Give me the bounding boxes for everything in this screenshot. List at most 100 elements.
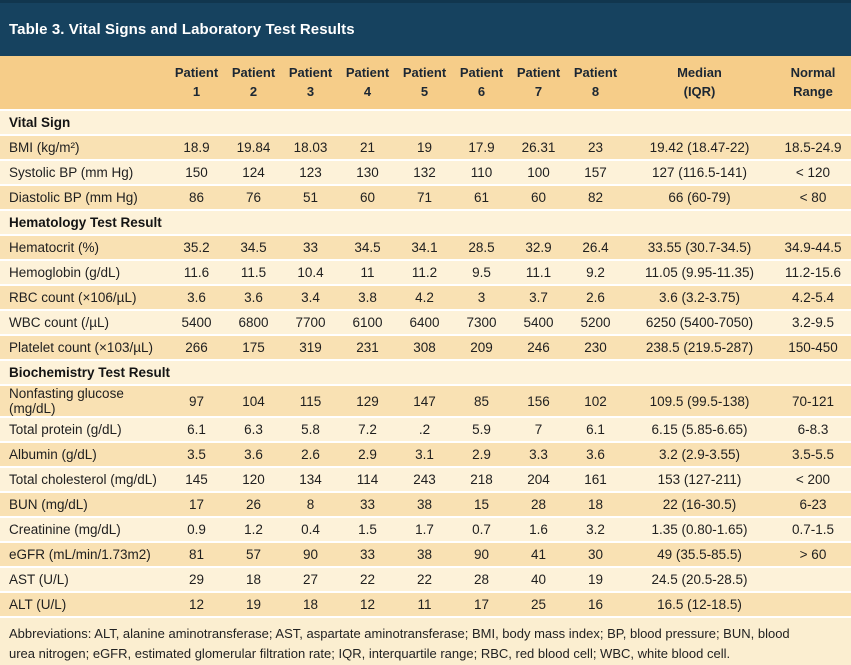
patient-6-value: 61	[453, 185, 510, 211]
patient-2-value: 11.5	[225, 260, 282, 286]
col-header-patient-5-line1: Patient	[402, 64, 447, 80]
patient-2-value: 19	[225, 592, 282, 618]
patient-8-value: 16	[567, 592, 624, 618]
patient-1-value: 3.6	[168, 285, 225, 311]
patient-5-value: .2	[396, 417, 453, 443]
normal-range-value: 6-23	[775, 492, 851, 518]
patient-8-value: 161	[567, 467, 624, 493]
section-header-row: Hematology Test Result	[0, 210, 851, 236]
patient-1-value: 6.1	[168, 417, 225, 443]
patient-3-value: 5.8	[282, 417, 339, 443]
patient-3-value: 8	[282, 492, 339, 518]
patient-2-value: 18	[225, 567, 282, 593]
median-iqr-value: 3.6 (3.2-3.75)	[624, 285, 775, 311]
patient-7-value: 25	[510, 592, 567, 618]
patient-2-value: 76	[225, 185, 282, 211]
patient-6-value: 15	[453, 492, 510, 518]
col-header-patient-2-line1: Patient	[231, 64, 276, 80]
patient-7-value: 28	[510, 492, 567, 518]
col-header-patient-2-line2: 2	[249, 83, 258, 99]
patient-1-value: 266	[168, 335, 225, 361]
patient-8-value: 18	[567, 492, 624, 518]
patient-7-value: 7	[510, 417, 567, 443]
patient-4-value: 34.5	[339, 235, 396, 261]
column-header-row: Patient 1 Patient 2 Patient 3 Patient 4 Patient 5…	[0, 56, 851, 111]
row-label: Hematocrit (%)	[0, 235, 168, 261]
patient-5-value: 71	[396, 185, 453, 211]
median-iqr-value: 24.5 (20.5-28.5)	[624, 567, 775, 593]
section-header-label: Biochemistry Test Result	[0, 360, 851, 386]
patient-6-value: 218	[453, 467, 510, 493]
median-iqr-value: 1.35 (0.80-1.65)	[624, 517, 775, 543]
patient-6-value: 9.5	[453, 260, 510, 286]
table-row: ALT (U/L) 12 19 18 12 11 17 25 16 16.5 (12-18.5)	[0, 592, 851, 618]
median-iqr-value: 16.5 (12-18.5)	[624, 592, 775, 618]
col-header-patient-2: Patient 2	[225, 56, 282, 111]
patient-2-value: 3.6	[225, 285, 282, 311]
row-label: Hemoglobin (g/dL)	[0, 260, 168, 286]
row-label: Systolic BP (mm Hg)	[0, 160, 168, 186]
table-row: Hemoglobin (g/dL) 11.6 11.5 10.4 11 11.2 9.5 11…	[0, 260, 851, 286]
footnote-line-2: urea nitrogen; eGFR, estimated glomerula…	[9, 646, 731, 661]
normal-range-value: 70-121	[775, 385, 851, 418]
patient-4-value: 3.8	[339, 285, 396, 311]
patient-5-value: 1.7	[396, 517, 453, 543]
patient-3-value: 319	[282, 335, 339, 361]
section-header-label: Hematology Test Result	[0, 210, 851, 236]
patient-7-value: 204	[510, 467, 567, 493]
patient-6-value: 85	[453, 385, 510, 418]
patient-2-value: 6800	[225, 310, 282, 336]
col-header-patient-4: Patient 4	[339, 56, 396, 111]
col-header-patient-6: Patient 6	[453, 56, 510, 111]
patient-7-value: 3.7	[510, 285, 567, 311]
patient-8-value: 3.2	[567, 517, 624, 543]
row-label: eGFR (mL/min/1.73m2)	[0, 542, 168, 568]
patient-4-value: 22	[339, 567, 396, 593]
table-row: Platelet count (×103/µL) 266 175 319 231 308 2…	[0, 335, 851, 361]
patient-5-value: 22	[396, 567, 453, 593]
patient-1-value: 29	[168, 567, 225, 593]
col-header-patient-3: Patient 3	[282, 56, 339, 111]
normal-range-value: 18.5-24.9	[775, 135, 851, 161]
patient-5-value: 132	[396, 160, 453, 186]
patient-6-value: 17.9	[453, 135, 510, 161]
patient-5-value: 3.1	[396, 442, 453, 468]
patient-3-value: 7700	[282, 310, 339, 336]
patient-7-value: 26.31	[510, 135, 567, 161]
patient-3-value: 134	[282, 467, 339, 493]
patient-8-value: 5200	[567, 310, 624, 336]
patient-4-value: 12	[339, 592, 396, 618]
median-iqr-value: 6.15 (5.85-6.65)	[624, 417, 775, 443]
patient-8-value: 102	[567, 385, 624, 418]
patient-3-value: 27	[282, 567, 339, 593]
table-row: WBC count (/µL) 5400 6800 7700 6100 6400 7300 5…	[0, 310, 851, 336]
section-header-row: Vital Sign	[0, 110, 851, 136]
table-row: Total cholesterol (mg/dL) 145 120 134 114 243…	[0, 467, 851, 493]
row-label: Total cholesterol (mg/dL)	[0, 467, 168, 493]
patient-4-value: 60	[339, 185, 396, 211]
patient-1-value: 150	[168, 160, 225, 186]
patient-6-value: 28.5	[453, 235, 510, 261]
patient-1-value: 17	[168, 492, 225, 518]
patient-8-value: 2.6	[567, 285, 624, 311]
patient-3-value: 0.4	[282, 517, 339, 543]
patient-1-value: 97	[168, 385, 225, 418]
table-row: eGFR (mL/min/1.73m2) 81 57 90 33 38 90 41 30 49 (…	[0, 542, 851, 568]
patient-6-value: 28	[453, 567, 510, 593]
patient-3-value: 33	[282, 235, 339, 261]
row-label: Creatinine (mg/dL)	[0, 517, 168, 543]
median-iqr-value: 238.5 (219.5-287)	[624, 335, 775, 361]
table-row: BUN (mg/dL) 17 26 8 33 38 15 28 18 22 (16-30.5) 6-…	[0, 492, 851, 518]
median-iqr-value: 49 (35.5-85.5)	[624, 542, 775, 568]
patient-7-value: 246	[510, 335, 567, 361]
patient-5-value: 34.1	[396, 235, 453, 261]
patient-5-value: 11	[396, 592, 453, 618]
patient-8-value: 26.4	[567, 235, 624, 261]
row-label: BMI (kg/m²)	[0, 135, 168, 161]
median-iqr-value: 66 (60-79)	[624, 185, 775, 211]
patient-1-value: 12	[168, 592, 225, 618]
patient-4-value: 21	[339, 135, 396, 161]
patient-6-value: 110	[453, 160, 510, 186]
col-header-patient-5: Patient 5	[396, 56, 453, 111]
row-label: BUN (mg/dL)	[0, 492, 168, 518]
